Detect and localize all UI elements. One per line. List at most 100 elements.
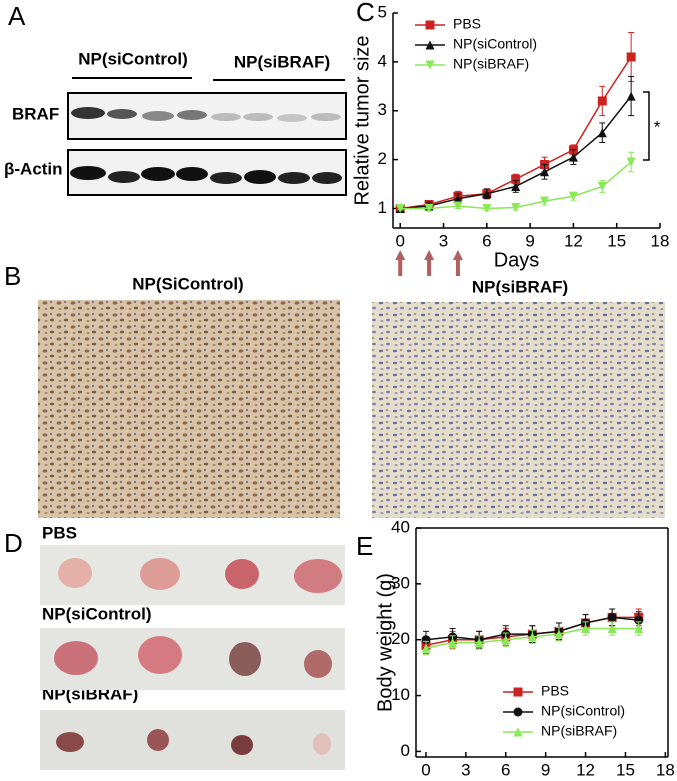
marker: [568, 152, 578, 162]
y-tick-label: 1: [378, 198, 387, 217]
annotation: *: [654, 117, 661, 136]
blot-group-label: NP(siBRAF): [234, 52, 330, 71]
marker: [482, 189, 492, 199]
x-tick-label: 6: [482, 231, 491, 250]
tumor-photo: [40, 628, 345, 690]
marker: [581, 624, 591, 634]
injection-arrow: [395, 250, 406, 276]
y-axis-label: Body weight (g): [374, 573, 396, 712]
marker: [513, 707, 523, 717]
arrow-head: [395, 250, 406, 260]
marker: [482, 203, 492, 213]
marker: [527, 632, 537, 642]
marker: [425, 40, 435, 50]
x-tick-label: 12: [564, 231, 583, 250]
panel-label: E: [356, 531, 373, 561]
injection-arrow: [424, 250, 435, 276]
legend-label: NP(siControl): [541, 703, 625, 719]
histology-image: [372, 302, 665, 518]
x-axis-label: Days: [519, 778, 565, 781]
marker: [634, 615, 644, 625]
marker: [626, 157, 636, 167]
marker: [425, 20, 435, 30]
marker: [626, 52, 636, 62]
x-tick-label: 3: [439, 231, 448, 250]
panel-label: A: [8, 1, 26, 31]
panel-label: C: [356, 0, 375, 27]
marker: [453, 194, 463, 204]
marker: [448, 638, 458, 647]
photo-label: NP(siControl): [42, 604, 152, 623]
histology-title: NP(siBRAF): [472, 277, 568, 296]
x-tick-label: 18: [651, 231, 670, 250]
x-tick-label: 6: [501, 760, 510, 779]
panel-label: B: [4, 261, 21, 291]
x-tick-label: 12: [576, 760, 595, 779]
y-tick-label: 4: [378, 51, 387, 70]
tumor-photo: [40, 545, 345, 605]
marker: [597, 181, 607, 191]
marker: [607, 624, 617, 634]
y-tick-label: 30: [391, 573, 410, 592]
marker: [425, 60, 435, 70]
marker: [607, 612, 617, 622]
injection-arrow: [452, 250, 463, 276]
arrow-head: [452, 250, 463, 260]
significance-bracket: [643, 91, 650, 161]
histology-title: NP(SiControl): [132, 274, 243, 293]
tumor-photo: [40, 710, 345, 770]
legend-label: NP(siControl): [453, 36, 537, 52]
y-tick-label: 3: [378, 100, 387, 119]
y-tick-label: 0: [401, 741, 410, 760]
marker: [540, 167, 550, 177]
y-tick-label: 40: [391, 517, 410, 536]
legend-label: NP(siBRAF): [541, 723, 617, 739]
marker: [597, 96, 607, 106]
y-tick-label: 2: [378, 149, 387, 168]
marker: [501, 635, 511, 645]
y-axis-label: Relative tumor size: [351, 35, 373, 205]
x-tick-label: 9: [525, 231, 534, 250]
marker: [540, 196, 550, 206]
marker: [597, 128, 607, 138]
marker: [513, 687, 523, 697]
marker: [513, 727, 523, 737]
x-tick-label: 18: [656, 760, 675, 779]
marker: [395, 203, 405, 213]
x-tick-label: 15: [616, 760, 635, 779]
legend-label: PBS: [541, 683, 569, 699]
x-tick-label: 0: [421, 760, 430, 779]
photo-label: PBS: [42, 523, 77, 542]
y-tick-label: 20: [391, 629, 410, 648]
blot-actin: [67, 149, 347, 196]
x-tick-label: 0: [395, 231, 404, 250]
marker: [634, 624, 644, 634]
marker: [511, 202, 521, 212]
x-tick-label: 9: [541, 760, 550, 779]
marker: [511, 181, 521, 191]
blot-braf: [67, 92, 347, 140]
marker: [421, 635, 431, 645]
x-axis-label: Days: [494, 249, 540, 271]
marker: [453, 201, 463, 211]
x-tick-label: 15: [607, 231, 626, 250]
y-tick-label: 5: [378, 2, 387, 21]
marker: [554, 629, 564, 639]
marker: [474, 638, 484, 647]
blot-group-label: NP(siControl): [78, 49, 188, 68]
blot-row-label: β-Actin: [4, 159, 63, 178]
arrow-head: [424, 250, 435, 260]
marker: [424, 203, 434, 213]
marker: [421, 643, 431, 653]
legend-label: PBS: [453, 16, 481, 32]
legend-label: NP(siBRAF): [453, 56, 529, 72]
blot-row-label: BRAF: [12, 104, 59, 123]
histology-image: [38, 300, 340, 518]
marker: [511, 174, 521, 184]
x-tick-label: 3: [461, 760, 470, 779]
marker: [568, 191, 578, 201]
y-tick-label: 10: [391, 685, 410, 704]
panel-label: D: [4, 528, 23, 558]
marker: [626, 91, 636, 101]
